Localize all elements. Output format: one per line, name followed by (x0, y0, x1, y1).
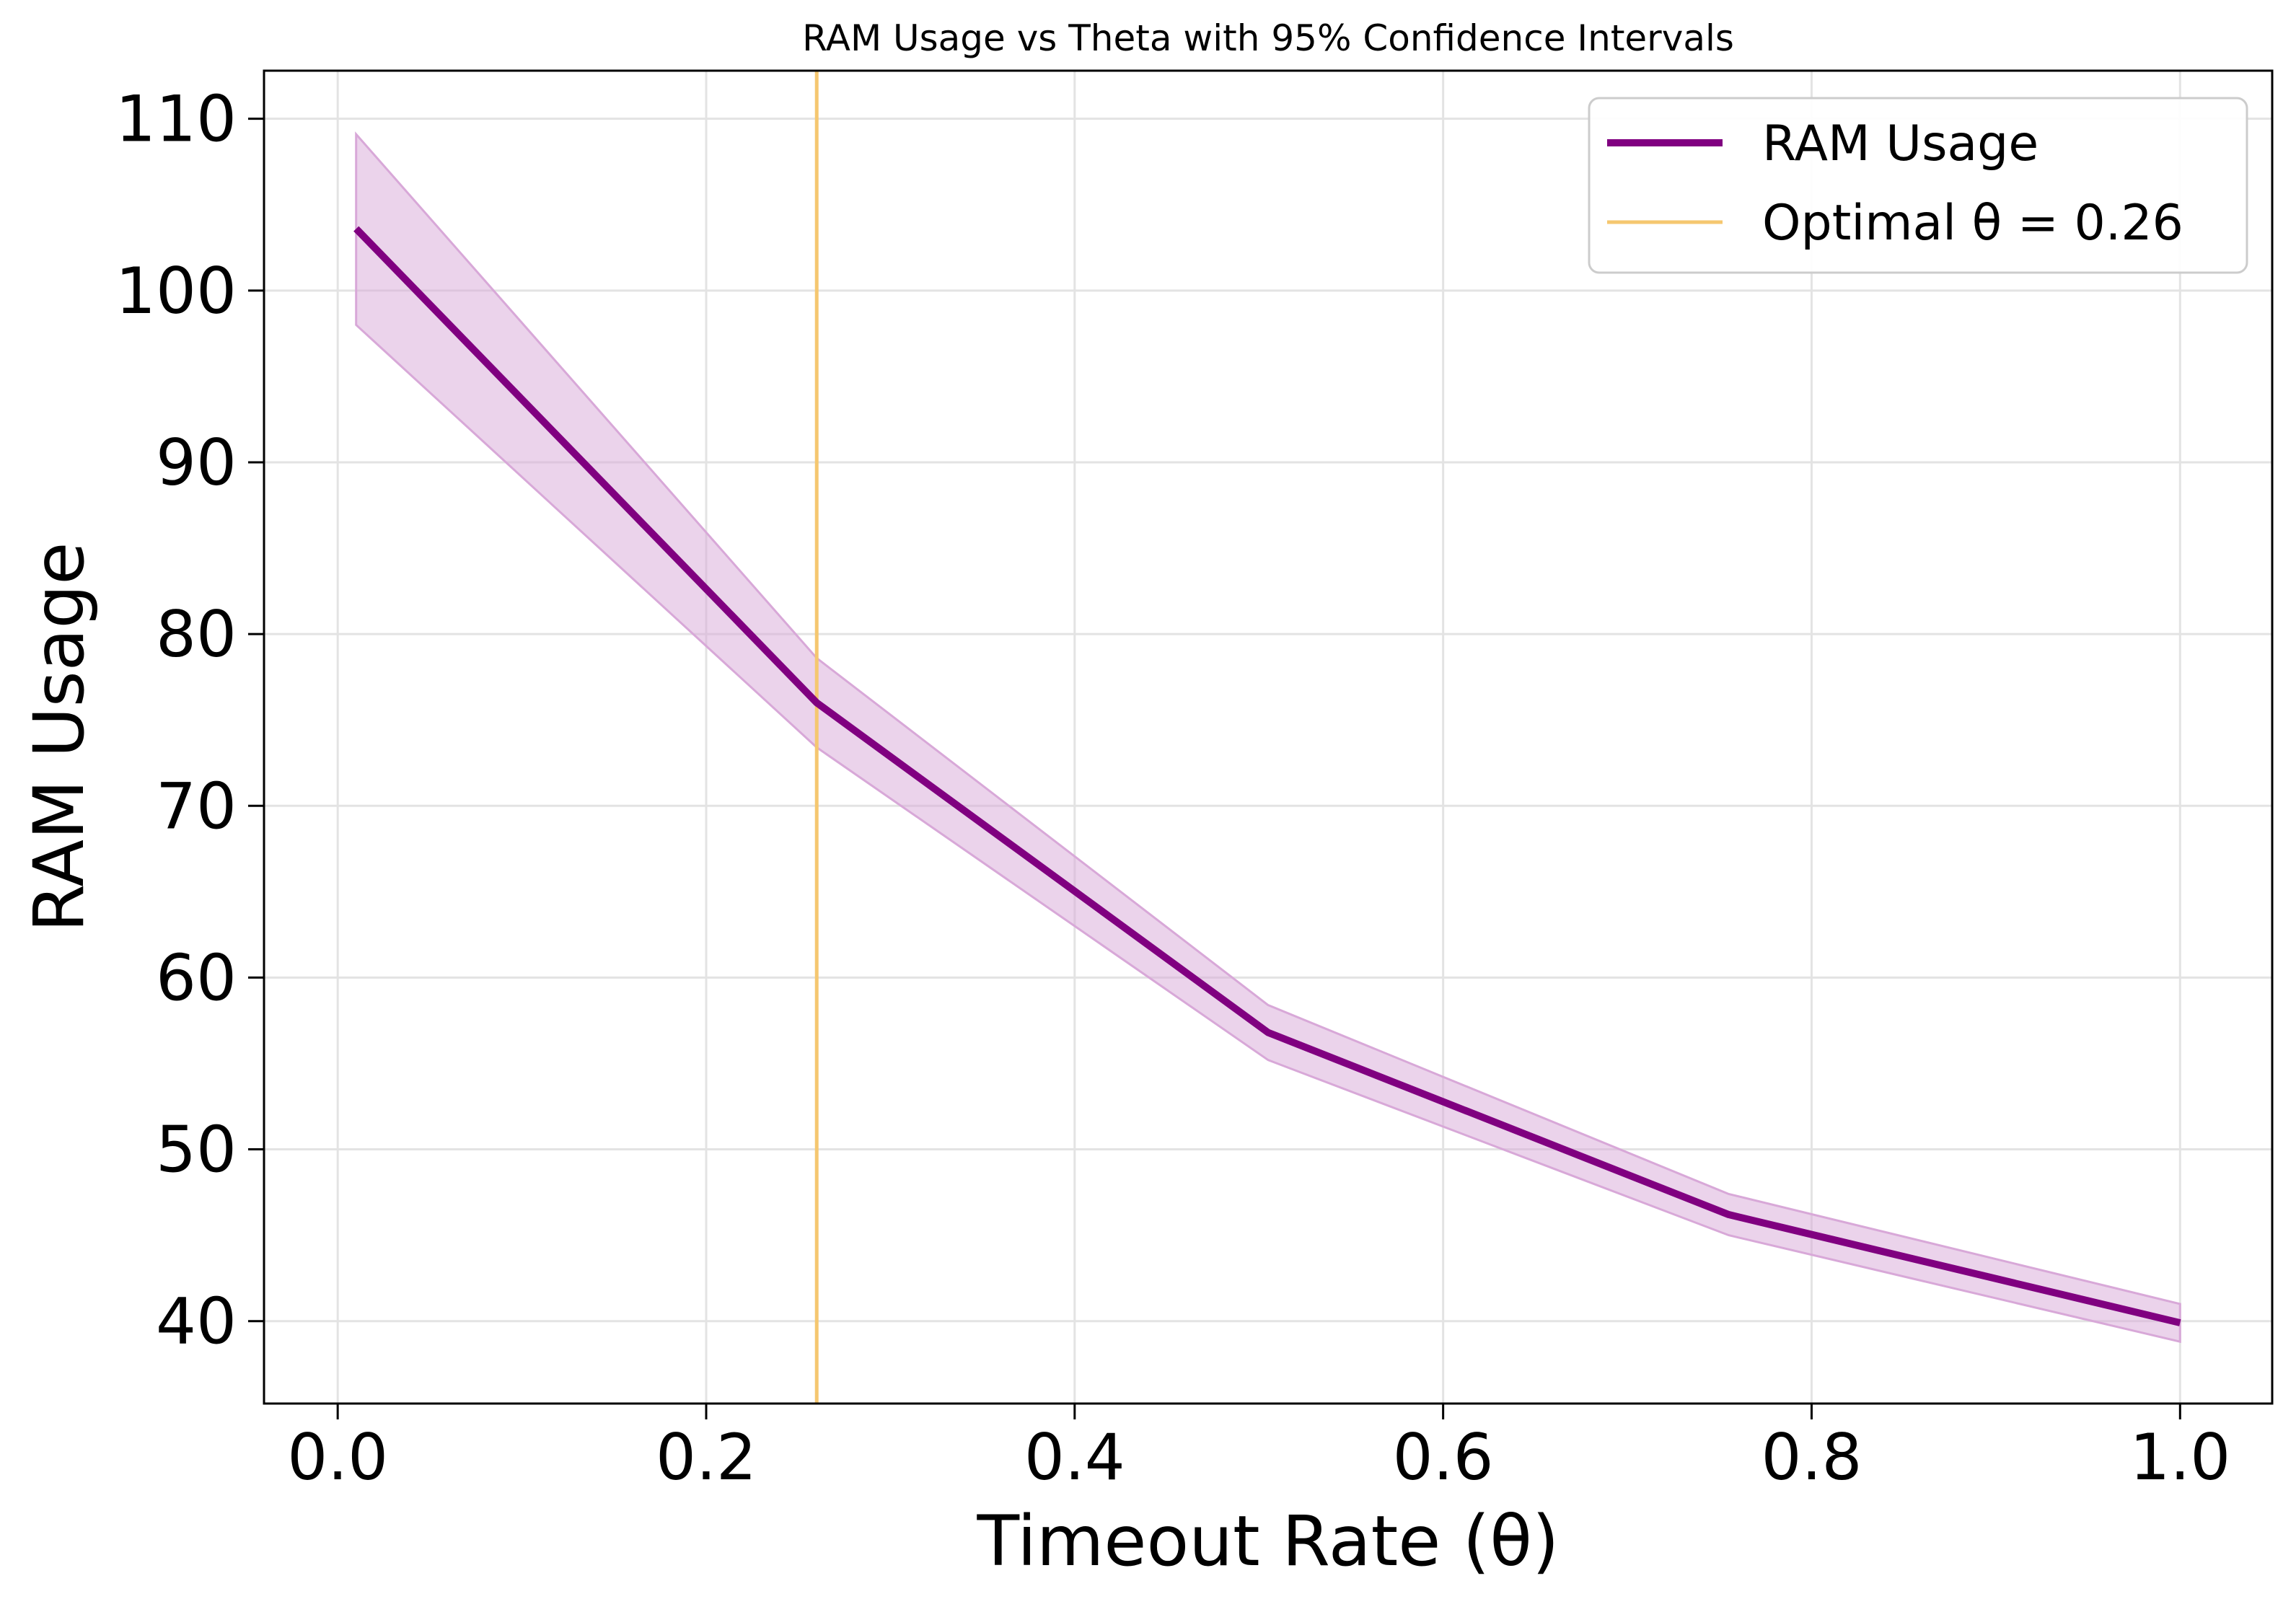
plot-frame (263, 69, 2274, 1405)
x-tick-label: 0.6 (1393, 1420, 1494, 1494)
y-tick-label: 90 (156, 426, 237, 500)
series-line-layer (353, 226, 2181, 1326)
x-tick-label: 0.2 (656, 1420, 757, 1494)
x-tick-label: 1.0 (2129, 1420, 2230, 1494)
x-axis-label: Timeout Rate (θ) (977, 1501, 1560, 1582)
x-tick-label: 0.0 (287, 1420, 388, 1494)
x-tick-label: 0.8 (1761, 1420, 1862, 1494)
confidence-band-layer (355, 131, 2181, 1344)
y-tick-label: 110 (115, 82, 237, 157)
x-tick-label: 0.4 (1024, 1420, 1125, 1494)
y-tick-label: 60 (156, 941, 237, 1015)
y-tick-label: 70 (156, 769, 237, 843)
y-axis-label: RAM Usage (19, 542, 100, 933)
x-axis-ticks: 0.0 0.2 0.4 0.6 0.8 1.0 (287, 1404, 2230, 1494)
legend-label-ram-usage: RAM Usage (1762, 115, 2038, 172)
y-axis-ticks: 40 50 60 70 80 90 100 110 (115, 82, 264, 1359)
legend: RAM Usage Optimal θ = 0.26 (1588, 97, 2248, 274)
series-line-ram-usage (353, 226, 2181, 1326)
legend-label-optimal-theta: Optimal θ = 0.26 (1762, 195, 2183, 252)
y-tick-label: 80 (156, 597, 237, 671)
y-tick-label: 40 (156, 1285, 237, 1359)
legend-box (1588, 97, 2248, 274)
confidence-band (355, 131, 2181, 1344)
y-tick-label: 100 (115, 254, 237, 328)
y-tick-label: 50 (156, 1113, 237, 1187)
chart-title: RAM Usage vs Theta with 95% Confidence I… (802, 17, 1734, 59)
